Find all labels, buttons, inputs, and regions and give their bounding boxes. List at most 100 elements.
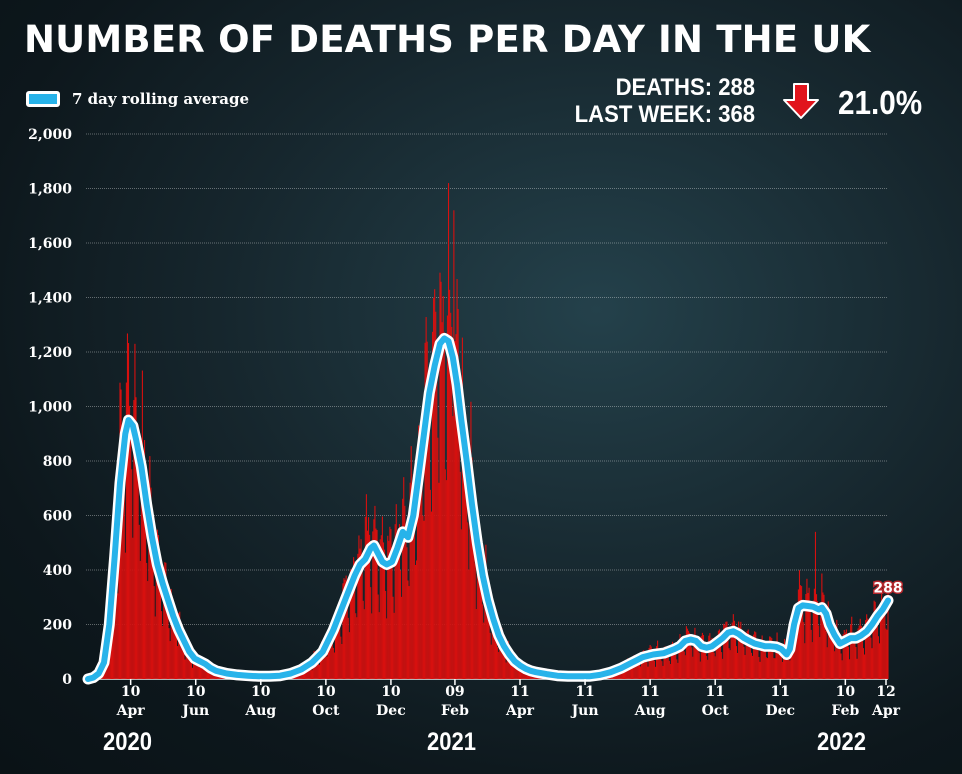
daily-bar bbox=[778, 644, 780, 679]
daily-bar bbox=[502, 637, 504, 679]
daily-bar bbox=[371, 613, 373, 679]
x-tick-month-label: Feb bbox=[831, 703, 859, 719]
daily-bar bbox=[777, 645, 779, 679]
daily-bar bbox=[854, 642, 856, 679]
x-tick-month-label: Dec bbox=[376, 703, 406, 719]
daily-bar bbox=[190, 658, 193, 679]
daily-bar bbox=[737, 652, 739, 679]
daily-bar bbox=[202, 661, 204, 679]
daily-bar bbox=[310, 667, 312, 679]
daily-bar bbox=[354, 561, 356, 679]
daily-bar bbox=[769, 636, 771, 679]
daily-bar bbox=[312, 660, 314, 679]
daily-bar bbox=[775, 644, 777, 679]
daily-bar bbox=[861, 638, 863, 679]
daily-bar bbox=[843, 629, 845, 679]
daily-bar bbox=[617, 673, 619, 679]
year-label-2020: 2020 bbox=[102, 728, 152, 756]
daily-bar bbox=[849, 659, 851, 679]
daily-bar bbox=[852, 633, 854, 679]
x-tick-day-label: 11 bbox=[510, 684, 529, 700]
daily-bar bbox=[126, 333, 129, 679]
daily-bar bbox=[337, 607, 339, 679]
daily-bar bbox=[786, 653, 788, 679]
daily-bar bbox=[658, 651, 660, 679]
daily-bar bbox=[796, 636, 798, 679]
daily-bar bbox=[850, 624, 852, 679]
daily-bar bbox=[333, 652, 335, 679]
daily-bar bbox=[418, 425, 420, 679]
daily-bar bbox=[175, 634, 178, 679]
daily-bar bbox=[378, 612, 380, 679]
daily-bar bbox=[732, 614, 734, 679]
daily-bar bbox=[199, 667, 201, 679]
daily-bar bbox=[369, 534, 371, 679]
daily-bar bbox=[417, 451, 419, 679]
daily-bar bbox=[156, 529, 158, 679]
daily-bar bbox=[311, 670, 313, 679]
year-label-2021: 2021 bbox=[426, 728, 476, 756]
daily-bar bbox=[761, 635, 763, 679]
daily-bar bbox=[328, 627, 330, 679]
daily-bar bbox=[373, 519, 375, 679]
daily-bar bbox=[724, 625, 726, 679]
daily-bar bbox=[185, 641, 187, 679]
daily-bar bbox=[685, 626, 687, 679]
daily-bar bbox=[420, 461, 422, 679]
daily-bar bbox=[875, 608, 877, 679]
daily-bar bbox=[622, 667, 625, 679]
daily-bar bbox=[194, 650, 196, 679]
daily-bar bbox=[460, 529, 462, 679]
daily-bar bbox=[482, 604, 484, 679]
rolling-average-line: 288 bbox=[82, 332, 904, 685]
y-tick-label: 1,800 bbox=[28, 182, 72, 198]
daily-bar bbox=[357, 553, 359, 679]
daily-bar bbox=[834, 651, 836, 679]
daily-bar bbox=[344, 579, 346, 679]
daily-bar bbox=[157, 535, 159, 679]
daily-bar bbox=[347, 617, 349, 679]
daily-bar bbox=[402, 498, 404, 679]
daily-bar bbox=[360, 539, 362, 679]
daily-bar bbox=[164, 562, 166, 679]
daily-bar bbox=[750, 652, 753, 679]
daily-bar bbox=[152, 549, 154, 679]
daily-bar bbox=[730, 627, 732, 679]
daily-bar bbox=[457, 308, 459, 679]
daily-bar bbox=[701, 632, 703, 679]
daily-bar bbox=[213, 672, 215, 679]
daily-bar bbox=[391, 554, 393, 679]
daily-bar bbox=[466, 483, 468, 679]
y-tick-label: 600 bbox=[43, 509, 72, 525]
daily-bar bbox=[362, 600, 364, 679]
daily-bar bbox=[833, 643, 835, 679]
y-tick-label: 400 bbox=[43, 563, 72, 579]
daily-bar bbox=[811, 642, 813, 679]
daily-bar bbox=[367, 517, 370, 679]
daily-bar bbox=[308, 664, 310, 679]
daily-bar bbox=[498, 652, 500, 679]
daily-bar bbox=[655, 646, 658, 679]
last-week-stat: LAST WEEK: 368 bbox=[574, 101, 755, 128]
daily-bar bbox=[669, 663, 671, 679]
daily-bar bbox=[183, 652, 185, 679]
daily-bar bbox=[858, 625, 860, 679]
x-tick-day-label: 11 bbox=[771, 684, 790, 700]
daily-bar bbox=[705, 644, 707, 679]
daily-bar bbox=[700, 635, 702, 679]
daily-bar bbox=[674, 643, 676, 679]
daily-bar bbox=[376, 530, 378, 679]
daily-bar bbox=[155, 552, 157, 679]
daily-bar bbox=[857, 628, 859, 679]
daily-bar bbox=[693, 635, 695, 679]
daily-bar bbox=[451, 326, 453, 679]
daily-bar bbox=[646, 662, 648, 679]
daily-bar bbox=[696, 641, 698, 679]
daily-bar bbox=[329, 627, 331, 679]
daily-bar bbox=[692, 656, 694, 679]
daily-bar bbox=[760, 641, 762, 679]
daily-bar bbox=[751, 655, 754, 679]
daily-bar bbox=[865, 620, 867, 679]
x-tick-day-label: 11 bbox=[705, 684, 724, 700]
daily-bar bbox=[350, 568, 353, 679]
